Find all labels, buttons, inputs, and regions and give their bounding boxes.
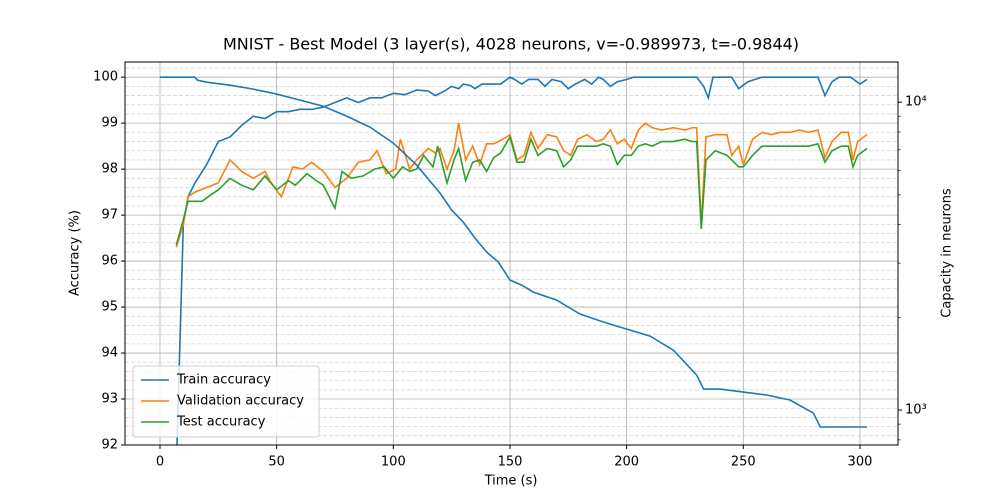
legend-label: Validation accuracy bbox=[177, 394, 304, 409]
series-line bbox=[175, 122, 868, 248]
legend-label: Train accuracy bbox=[176, 373, 271, 388]
x-tick-label: 300 bbox=[848, 455, 873, 470]
plot-frame bbox=[124, 61, 899, 446]
x-tick-label: 250 bbox=[731, 455, 756, 470]
legend-label: Test accuracy bbox=[176, 415, 266, 430]
y-axis-label: Accuracy (%) bbox=[68, 210, 83, 296]
x-tick-label: 150 bbox=[498, 455, 523, 470]
series-line bbox=[176, 76, 868, 445]
x-tick-label: 0 bbox=[156, 455, 164, 470]
y-tick-label: 93 bbox=[101, 392, 118, 407]
x-tick-label: 100 bbox=[381, 455, 406, 470]
x-tick-label: 200 bbox=[614, 455, 639, 470]
series-line bbox=[175, 134, 868, 246]
legend-box bbox=[132, 365, 320, 438]
y-tick-label: 97 bbox=[101, 208, 118, 223]
y-tick-label: 94 bbox=[101, 346, 118, 361]
series-line bbox=[160, 76, 867, 428]
x-axis-label: Time (s) bbox=[484, 474, 538, 489]
y-tick-label: 96 bbox=[101, 254, 118, 269]
chart-title: MNIST - Best Model (3 layer(s), 4028 neu… bbox=[223, 35, 799, 54]
y2-tick-label: 10⁴ bbox=[905, 95, 927, 110]
y-tick-label: 92 bbox=[101, 438, 118, 453]
y2-axis-label: Capacity in neurons bbox=[940, 188, 955, 318]
y-tick-label: 98 bbox=[101, 162, 118, 177]
y-tick-label: 95 bbox=[101, 300, 118, 315]
y-tick-label: 99 bbox=[101, 116, 118, 131]
plot-area bbox=[160, 76, 868, 445]
y-tick-label: 100 bbox=[93, 70, 118, 85]
x-tick-label: 50 bbox=[268, 455, 285, 470]
y2-tick-label: 10³ bbox=[905, 403, 927, 418]
